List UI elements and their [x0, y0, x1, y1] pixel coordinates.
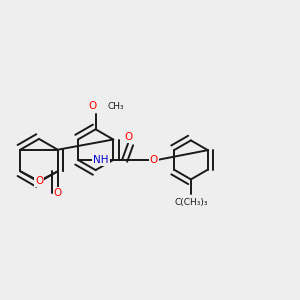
Text: CH₃: CH₃ [107, 102, 124, 111]
Text: O: O [88, 101, 97, 111]
Text: NH: NH [93, 155, 109, 165]
Text: O: O [124, 132, 132, 142]
Text: O: O [54, 188, 62, 198]
Text: O: O [35, 176, 43, 186]
Text: O: O [150, 155, 158, 165]
Text: C(CH₃)₃: C(CH₃)₃ [174, 198, 208, 207]
